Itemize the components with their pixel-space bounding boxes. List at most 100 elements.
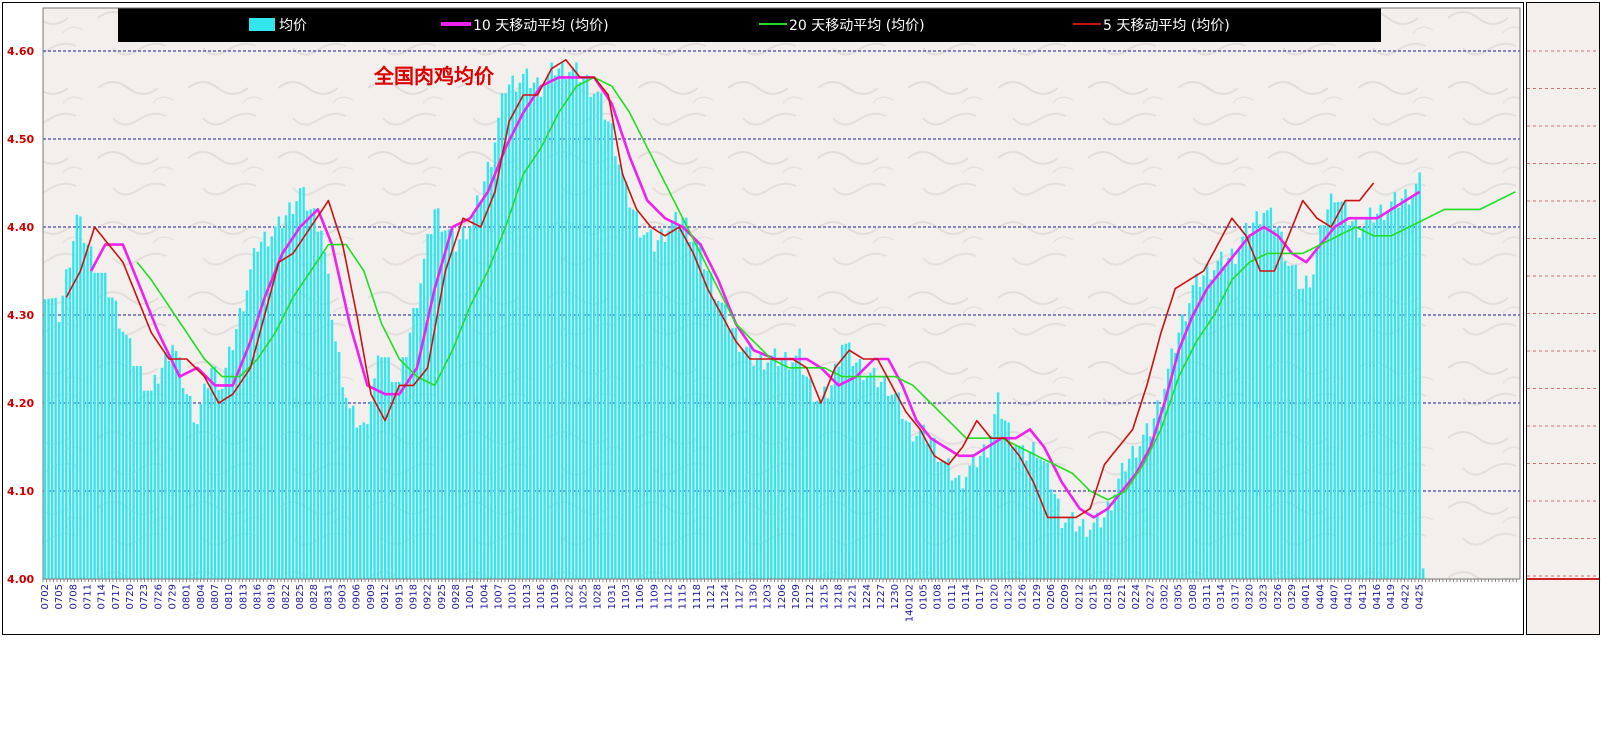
bar	[157, 383, 160, 579]
bar	[270, 236, 273, 580]
bar	[933, 437, 936, 579]
bar	[1181, 314, 1184, 579]
bar	[879, 381, 883, 579]
bar	[1018, 445, 1021, 579]
bar	[585, 74, 589, 579]
bar	[887, 395, 890, 579]
bar	[228, 346, 231, 579]
bar	[897, 392, 901, 579]
bar	[121, 331, 125, 579]
x-tick-label: 0819	[267, 584, 278, 609]
bar	[582, 77, 585, 580]
bar	[1209, 279, 1212, 579]
bar	[890, 394, 893, 579]
bar	[1081, 519, 1085, 579]
x-tick-label: 1215	[819, 584, 830, 609]
bar	[546, 73, 550, 579]
x-tick-label: 1230	[890, 584, 901, 609]
bar	[192, 422, 196, 579]
bar	[1220, 251, 1223, 579]
bar	[1205, 263, 1209, 579]
x-tick-label: 0314	[1216, 584, 1227, 609]
x-tick-label: 0401	[1301, 584, 1312, 609]
bar	[929, 438, 932, 579]
bar	[724, 304, 727, 579]
bar	[408, 332, 412, 579]
bar	[111, 297, 114, 579]
bar	[174, 351, 178, 579]
bar	[288, 202, 291, 580]
bar	[1255, 211, 1258, 579]
bar	[1404, 189, 1407, 579]
bar	[199, 403, 203, 579]
chart-frame: 4.00 4.10 4.20 4.30 4.40 4.50 4.60 0702 0705 070…	[2, 2, 1524, 635]
bar	[536, 77, 539, 580]
bar	[571, 67, 575, 579]
bar	[1280, 231, 1283, 579]
bar	[1244, 223, 1248, 580]
side-panel	[1526, 2, 1600, 635]
bar	[603, 119, 606, 579]
bar	[1262, 212, 1265, 580]
bar	[787, 369, 791, 579]
x-tick-label: 0117	[975, 584, 986, 609]
y-axis: 4.00 4.10 4.20 4.30 4.40 4.50 4.60	[7, 45, 34, 586]
bar	[114, 300, 118, 579]
bar	[1393, 192, 1397, 580]
bar	[798, 348, 801, 579]
x-tick-label: 1010	[508, 584, 519, 609]
bar	[412, 307, 415, 579]
bar	[830, 385, 833, 579]
bar	[277, 216, 281, 579]
bar	[936, 461, 940, 579]
x-tick-label: 0114	[961, 584, 972, 609]
x-tick-label: 0215	[1089, 584, 1100, 609]
bar	[578, 82, 582, 580]
bar	[369, 401, 373, 579]
bar	[596, 91, 599, 579]
x-tick-label: 1106	[635, 584, 646, 609]
bar	[957, 475, 961, 579]
bar	[444, 230, 447, 579]
bar	[373, 378, 376, 579]
bar	[1230, 248, 1234, 579]
legend-swatch-ma5	[1073, 23, 1101, 25]
bar	[943, 461, 947, 579]
x-tick-label: 0729	[168, 584, 179, 609]
x-tick-label: 0906	[352, 584, 363, 609]
x-axis: 0702 0705 0708 0711 0714 0717 0720 0723 0726 0729…	[40, 579, 1517, 622]
bar	[1096, 512, 1099, 579]
bar	[210, 367, 213, 579]
bar	[883, 376, 886, 579]
bar	[1354, 217, 1358, 579]
bar	[1422, 568, 1425, 579]
x-tick-label: 0825	[295, 584, 306, 609]
x-tick-label: 1112	[663, 584, 674, 609]
x-tick-label: 0302	[1159, 584, 1170, 609]
bar	[437, 208, 440, 579]
bar	[433, 209, 436, 579]
bar	[550, 62, 553, 579]
bar	[497, 117, 500, 579]
x-tick-label: 0810	[224, 584, 235, 609]
bar	[755, 359, 759, 579]
bar	[401, 357, 405, 579]
x-tick-label: 0720	[125, 584, 136, 609]
bar	[624, 181, 628, 580]
y-tick-label: 4.40	[7, 221, 34, 234]
bar	[1053, 493, 1056, 579]
bar	[904, 420, 908, 579]
x-tick-label: 0804	[196, 584, 207, 609]
x-tick-label: 0419	[1386, 584, 1397, 609]
bar	[1241, 236, 1244, 579]
bar	[1298, 289, 1301, 579]
x-tick-label: 0227	[1145, 584, 1156, 609]
bar	[341, 387, 344, 579]
x-tick-label: 0816	[253, 584, 264, 609]
bar	[646, 232, 649, 579]
x-tick-label: 0413	[1358, 584, 1369, 609]
bar	[383, 357, 387, 579]
bar	[72, 241, 75, 579]
x-tick-label: 1209	[791, 584, 802, 609]
bar	[1050, 489, 1053, 579]
